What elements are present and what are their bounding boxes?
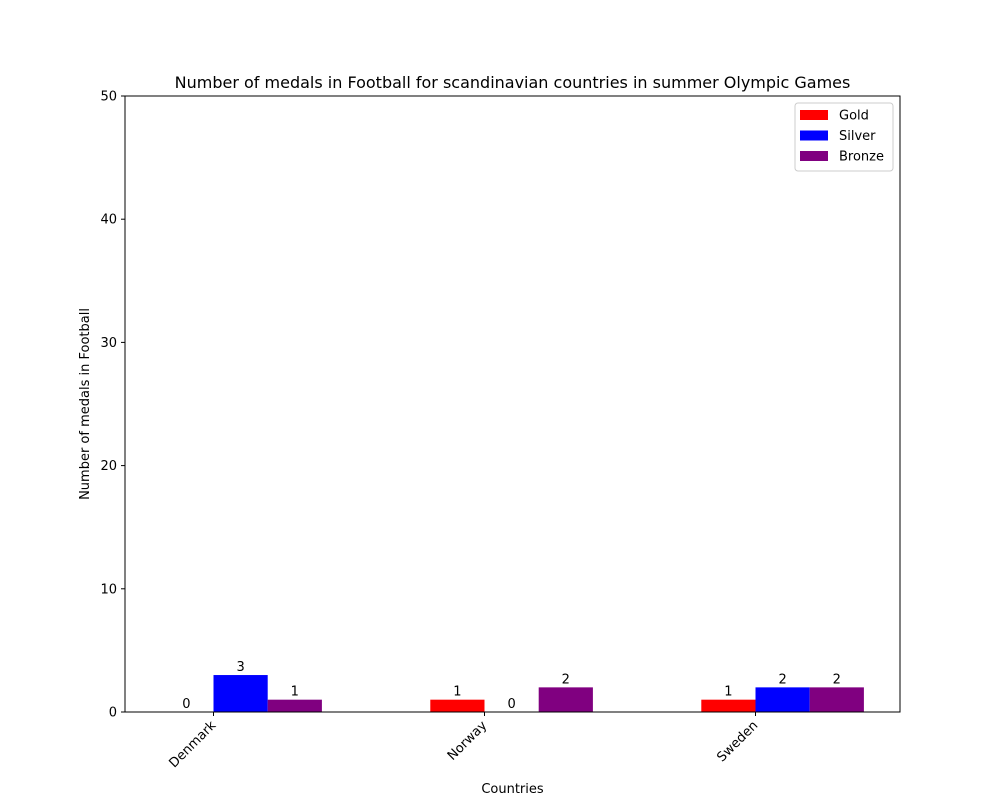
chart-title: Number of medals in Football for scandin… [175,73,851,92]
bar-bronze-sweden [809,687,864,712]
legend-swatch-bronze [800,151,828,161]
y-tick-label: 10 [100,582,117,597]
data-label: 1 [291,685,299,700]
x-tick-label: Denmark [166,718,219,771]
data-label: 2 [833,672,841,687]
bar-silver-sweden [755,687,810,712]
bar-gold-sweden [701,699,756,712]
bars-layer [213,675,864,712]
y-tick-label: 0 [109,706,117,721]
y-tick-label: 20 [100,459,117,474]
data-label: 0 [507,697,515,712]
y-tick-label: 40 [100,213,117,228]
data-labels-layer: 0 3 1 1 0 2 1 2 2 [182,660,841,712]
y-tick-label: 50 [100,90,117,105]
y-axis-label: Number of medals in Football [78,308,93,500]
legend-label-gold: Gold [839,109,869,124]
data-label: 1 [453,685,461,700]
plot-frame [124,95,901,713]
legend: Gold Silver Bronze [794,102,894,172]
data-label: 2 [562,672,570,687]
y-axis-ticks: 0 10 20 30 40 50 [100,90,125,721]
legend-label-bronze: Bronze [839,150,884,165]
data-label: 1 [724,685,732,700]
legend-swatch-gold [800,110,828,120]
x-tick-label: Norway [445,718,491,764]
x-axis-label: Countries [481,782,544,797]
x-tick-label: Sweden [714,718,761,765]
bar-bronze-denmark [267,699,322,712]
y-tick-label: 30 [100,336,117,351]
bar-silver-denmark [213,675,268,712]
bar-bronze-norway [538,687,593,712]
legend-swatch-silver [800,130,828,141]
data-label: 2 [778,672,786,687]
legend-label-silver: Silver [839,129,876,144]
data-label: 3 [236,660,244,675]
x-axis-ticks: Denmark Norway Sweden [166,712,761,771]
bar-gold-norway [430,699,485,712]
data-label: 0 [182,697,190,712]
